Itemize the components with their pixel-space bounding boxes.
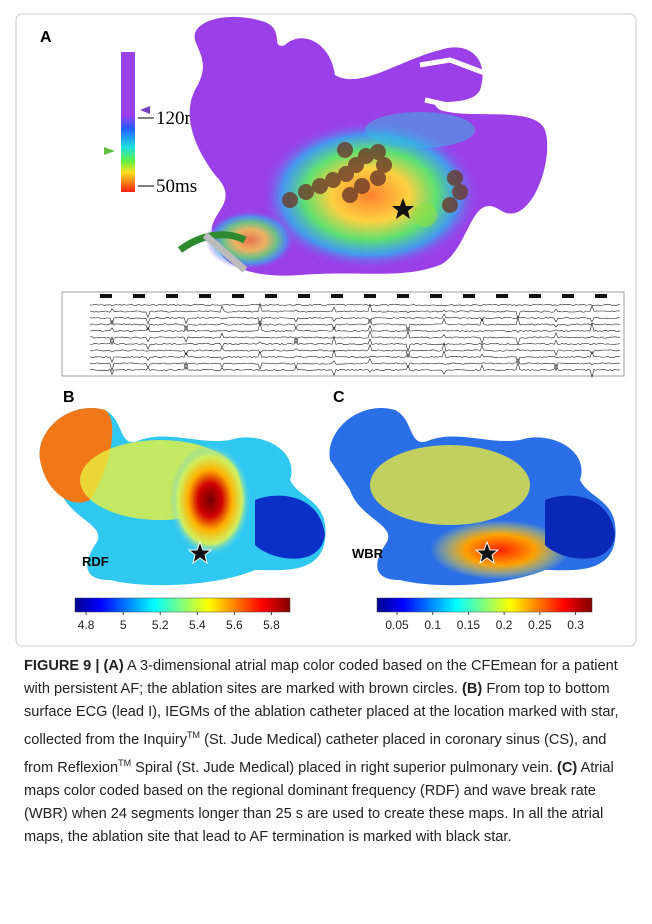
ecg-trace (89, 313, 621, 326)
ecg-trace (89, 335, 621, 353)
panel-label: C (333, 389, 345, 406)
atrial-map-b (39, 408, 326, 586)
caption-text: From top to bottom surface ECG (lead I),… (24, 681, 619, 748)
ecg-marker (133, 294, 145, 298)
ecg-trace (89, 316, 621, 334)
ecg-marker (364, 294, 376, 298)
map-label: WBR (352, 546, 384, 561)
ecg-trace (89, 302, 621, 321)
ecg-marker (562, 294, 574, 298)
ecg-trace (89, 357, 621, 373)
tick-label: 0.1 (424, 618, 441, 632)
tick-label: 5.2 (152, 618, 169, 632)
ecg-marker (298, 294, 310, 298)
ecg-marker (496, 294, 508, 298)
colorbar-c: 0.05 0.1 0.15 0.2 0.25 0.3 (376, 597, 593, 632)
caption: FIGURE 9 | (A) A 3-dimensional atrial ma… (24, 655, 630, 849)
tick-label: 5.8 (263, 618, 280, 632)
ecg-marker (430, 294, 442, 298)
caption-text: A 3-dimensional atrial map color coded b… (24, 658, 618, 697)
ecg-marker (331, 294, 343, 298)
caption-text: (St. Jude Medical) catheter placed in co… (24, 731, 607, 776)
tick-label: 5.6 (226, 618, 243, 632)
colorbar (74, 597, 291, 613)
tick-label: 4.8 (78, 618, 95, 632)
colorbar (376, 597, 593, 613)
panel-label: B (63, 389, 75, 406)
caption-text: (B) (462, 681, 483, 697)
colorbar-b: 4.8 5 5.2 5.4 5.6 5.8 (74, 597, 291, 632)
ecg-marker (232, 294, 244, 298)
ecg-marker (529, 294, 541, 298)
ecg-marker (166, 294, 178, 298)
caption-text: Atrial maps color coded based on the reg… (24, 759, 614, 845)
map-label: RDF (82, 554, 109, 569)
atrial-map-a (177, 16, 548, 276)
colorbar (121, 52, 135, 192)
ecg-trace (89, 322, 621, 333)
ecg-marker (397, 294, 409, 298)
figure: A 120ms 50ms B RDF 4.8 5 5.2 5.4 5.6 5.8 (15, 13, 637, 647)
marker (140, 106, 150, 114)
ecg-traces (61, 291, 625, 379)
panel-label: A (40, 29, 52, 46)
ecg-marker (100, 294, 112, 298)
ecg-marker (265, 294, 277, 298)
ecg-trace (89, 348, 621, 365)
caption-text: TM (187, 730, 201, 740)
caption-text: Spiral (St. Jude Medical) placed in righ… (131, 759, 557, 776)
ecg-trace (89, 342, 621, 359)
ecg-marker (463, 294, 475, 298)
tick-label: 0.15 (457, 618, 481, 632)
marker (104, 147, 115, 155)
tick-label: 0.05 (385, 618, 409, 632)
caption-text: TM (118, 757, 132, 768)
ecg-trace (89, 303, 621, 307)
ecg-trace (89, 361, 621, 379)
ecg-trace (90, 329, 621, 346)
atrial-map-c (329, 408, 616, 586)
tick-label: 0.3 (567, 618, 584, 632)
tick-label: 5.4 (189, 618, 206, 632)
caption-text: (C) (556, 759, 578, 776)
tick-label: 0.25 (528, 618, 552, 632)
caption-text: FIGURE 9 | (A) (24, 658, 124, 674)
figure-frame (15, 13, 637, 647)
tick-label: 0.2 (496, 618, 513, 632)
ecg-marker (199, 294, 211, 298)
ecg-marker (595, 294, 607, 298)
scale-label: 50ms (156, 176, 197, 197)
tick-label: 5 (120, 618, 127, 632)
